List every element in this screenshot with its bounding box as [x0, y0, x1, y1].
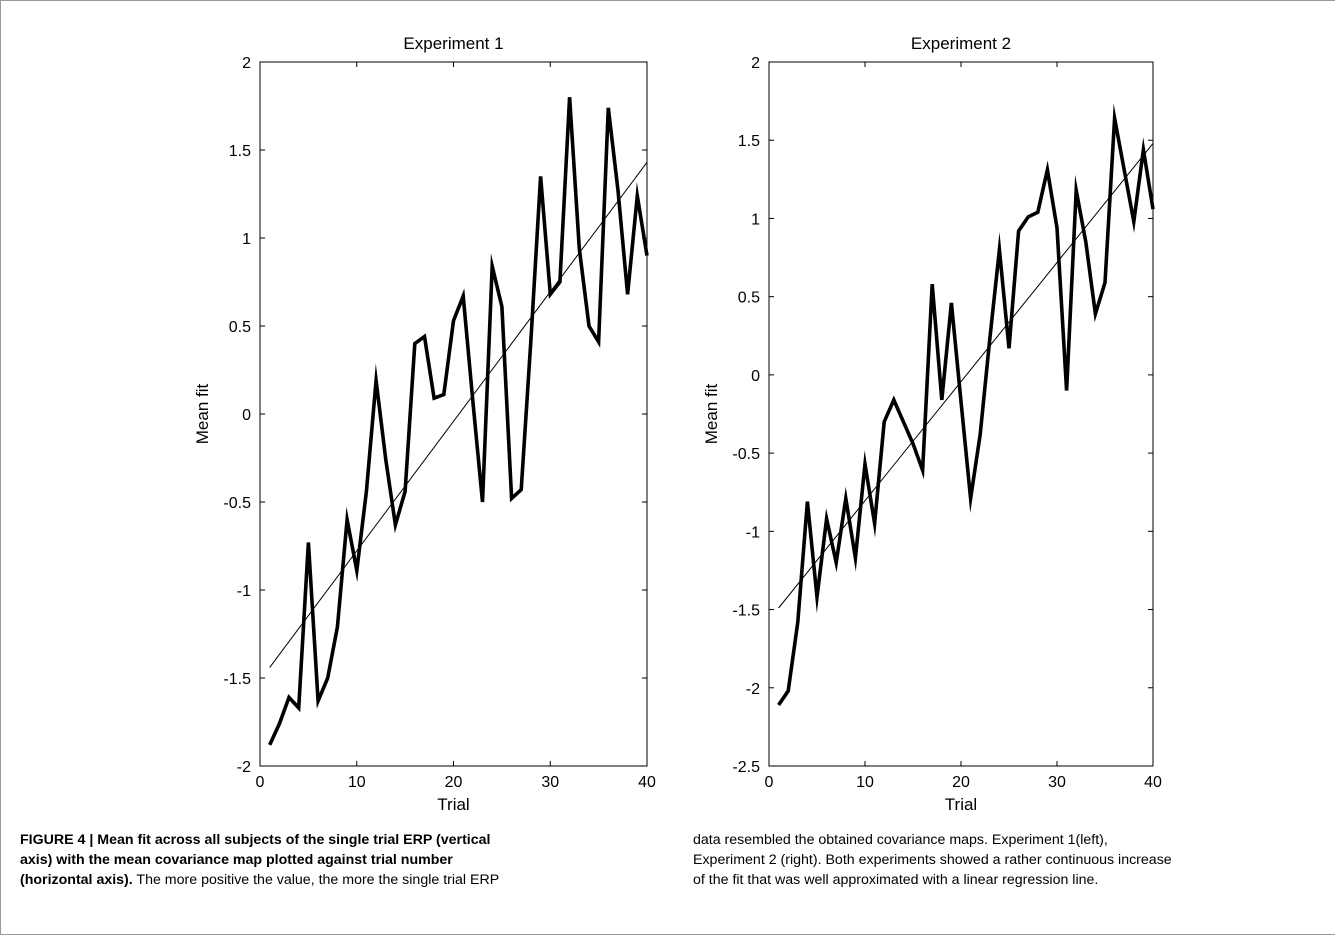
caption-text: The more positive the value, the more th…	[132, 872, 500, 888]
caption-bold-text: axis) with the mean covariance map plott…	[20, 852, 453, 868]
y-tick-label: -1.5	[223, 671, 251, 688]
regression-line	[269, 162, 648, 668]
y-tick-label: -2.5	[732, 759, 760, 776]
y-tick-label: 0	[751, 368, 760, 385]
y-tick-label: -0.5	[223, 495, 251, 512]
caption-left-column: FIGURE 4 | Mean fit across all subjects …	[20, 830, 660, 890]
y-axis-label: Mean fit	[193, 383, 212, 444]
x-tick-label: 30	[1048, 774, 1066, 791]
caption-right-column: data resembled the obtained covariance m…	[693, 830, 1333, 890]
caption-line: (horizontal axis). The more positive the…	[20, 870, 660, 890]
plot-area	[259, 61, 648, 767]
y-tick-label: 0	[242, 407, 251, 424]
x-tick-label: 20	[952, 774, 970, 791]
chart-title: Experiment 1	[403, 34, 503, 53]
x-tick-label: 20	[445, 774, 463, 791]
caption-bold-text: FIGURE 4 | Mean fit across all subjects …	[20, 832, 491, 848]
x-axis-label: Trial	[437, 795, 469, 814]
x-tick-label: 40	[1144, 774, 1162, 791]
caption-text: of the fit that was well approximated wi…	[693, 872, 1099, 888]
y-tick-label: -1.5	[732, 603, 760, 620]
data-series-line	[777, 103, 1155, 707]
y-tick-label: 1	[751, 211, 760, 228]
caption-text: Experiment 2 (right). Both experiments s…	[693, 852, 1172, 868]
y-tick-label: -2	[746, 681, 760, 698]
chart-title: Experiment 2	[911, 34, 1011, 53]
figure-caption: FIGURE 4 | Mean fit across all subjects …	[0, 830, 1336, 930]
y-tick-label: -2	[237, 759, 251, 776]
chart-experiment-1: Experiment 1 0 10 20 30 40 -2 -1.5 -1 -0.5 0 0.5 1 1.…	[193, 34, 656, 814]
y-tick-label: 0.5	[738, 290, 760, 307]
x-tick-label: 0	[256, 774, 265, 791]
caption-line: Experiment 2 (right). Both experiments s…	[693, 850, 1333, 870]
y-tick-label: 2	[751, 55, 760, 72]
caption-line: FIGURE 4 | Mean fit across all subjects …	[20, 830, 660, 850]
caption-line: data resembled the obtained covariance m…	[693, 830, 1333, 850]
regression-line	[778, 143, 1154, 609]
y-tick-label: 0.5	[229, 319, 251, 336]
chart-experiment-2: Experiment 2 0 10 20 30 40 -2.5 -2 -1.5 -1 -0.5 0 0.…	[702, 34, 1162, 814]
data-series-line	[268, 97, 649, 746]
x-tick-label: 10	[856, 774, 874, 791]
x-tick-label: 0	[765, 774, 774, 791]
y-tick-label: 1.5	[738, 133, 760, 150]
caption-line: of the fit that was well approximated wi…	[693, 870, 1333, 890]
y-tick-label: 1	[242, 231, 251, 248]
x-tick-label: 40	[638, 774, 656, 791]
y-tick-label: -0.5	[732, 446, 760, 463]
y-tick-label: 2	[242, 55, 251, 72]
y-tick-label: -1	[237, 583, 251, 600]
caption-text: data resembled the obtained covariance m…	[693, 832, 1108, 848]
x-tick-label: 10	[348, 774, 366, 791]
y-axis-label: Mean fit	[702, 383, 721, 444]
figure-charts: Experiment 10 10 20 30 40-2-1.5-1-0.500.511.…	[193, 34, 1162, 814]
x-tick-label: 30	[541, 774, 559, 791]
caption-line: axis) with the mean covariance map plott…	[20, 850, 660, 870]
y-tick-label: 1.5	[229, 143, 251, 160]
y-tick-label: -1	[746, 524, 760, 541]
x-axis-label: Trial	[945, 795, 977, 814]
caption-bold-text: (horizontal axis).	[20, 872, 133, 888]
